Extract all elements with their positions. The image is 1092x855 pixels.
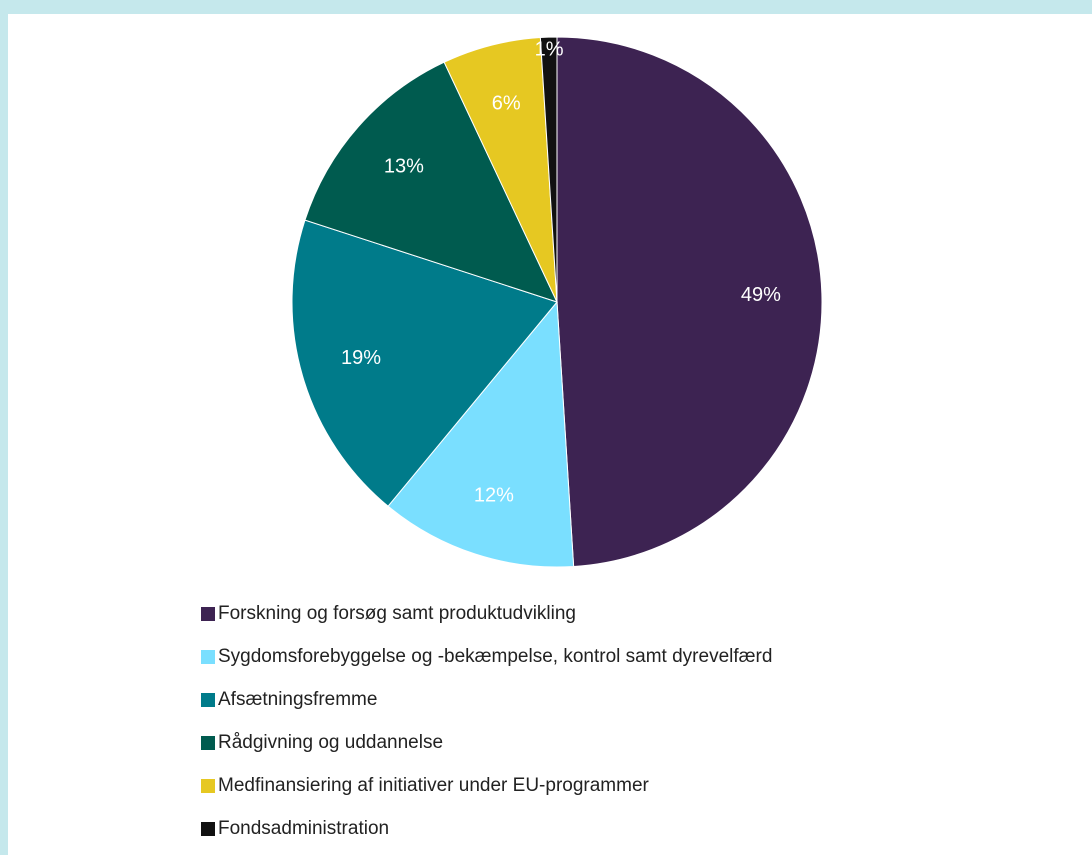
- pie-slice: [304, 61, 558, 303]
- data-label: 1%: [535, 39, 564, 61]
- legend-swatch: [201, 736, 215, 750]
- legend-label: Afsætningsfremme: [218, 689, 377, 710]
- legend-swatch: [201, 779, 215, 793]
- legend-label: Fondsadministration: [218, 818, 389, 839]
- legend-label: Forskning og forsøg samt produktudviklin…: [218, 603, 576, 624]
- legend-label: Sygdomsforebyggelse og -bekæmpelse, kont…: [218, 646, 772, 667]
- legend-swatch: [201, 693, 215, 707]
- legend-swatch: [201, 607, 215, 621]
- pie-slice: [291, 219, 558, 507]
- legend-label: Medfinansiering af initiativer under EU-…: [218, 775, 650, 796]
- data-label: 13%: [384, 155, 424, 177]
- pie-slice: [387, 300, 575, 568]
- data-label: 12%: [474, 484, 514, 506]
- pie-slice: [539, 36, 558, 303]
- legend-swatch: [201, 650, 215, 664]
- data-label: 19%: [341, 347, 381, 369]
- legend-swatch: [201, 822, 215, 836]
- legend-label: Rådgivning og uddannelse: [218, 732, 443, 753]
- data-label: 6%: [492, 93, 521, 115]
- pie-slice: [556, 36, 823, 568]
- data-label: 49%: [741, 284, 781, 306]
